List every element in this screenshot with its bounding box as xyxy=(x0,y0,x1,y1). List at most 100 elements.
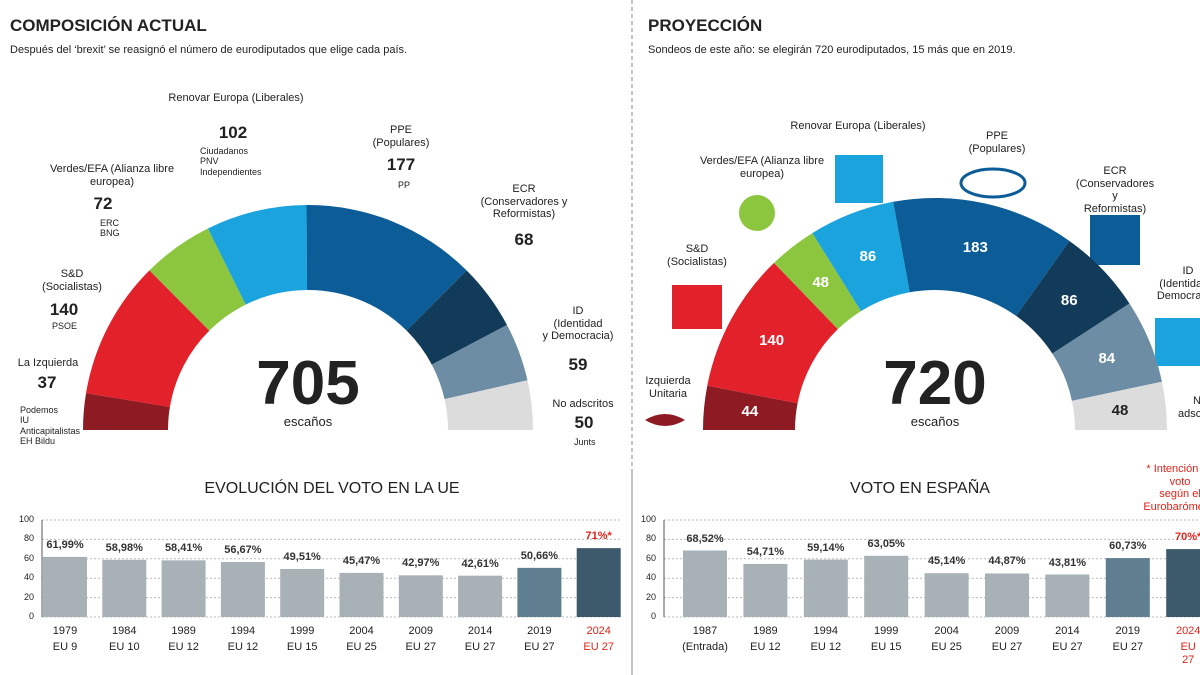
group-note: PP xyxy=(398,180,411,190)
logo xyxy=(645,414,685,426)
total-seats: 720 xyxy=(883,349,987,418)
seat-value: 72 xyxy=(93,194,113,213)
bar xyxy=(458,575,503,617)
x-tick-label: 1987 xyxy=(692,625,718,637)
value-label: 50,66% xyxy=(520,549,559,562)
group-note: Podemos IU Anticapitalistas EH Bildu xyxy=(20,405,81,447)
seat-arc xyxy=(893,198,1070,316)
seat-arc xyxy=(444,380,533,430)
x-tick-sublabel: EU 27 xyxy=(464,641,496,653)
group-name: La Izquierda xyxy=(17,357,79,369)
x-tick-label: 1999 xyxy=(289,625,315,637)
seat-arc xyxy=(1016,240,1130,354)
seat-value: 86 xyxy=(1060,292,1078,310)
group-name: ID (Identidad y Democracia) xyxy=(542,305,614,343)
x-tick-sublabel: EU 27 xyxy=(1112,641,1144,653)
group-name: ID (Identidad y Democracia) xyxy=(1156,265,1200,303)
group-name: No adscritos xyxy=(1177,395,1200,420)
panel-subtitle: Después del ‘brexit’ se reasignó el núme… xyxy=(10,44,408,56)
y-tick-label: 20 xyxy=(645,591,656,602)
seat-value: 50 xyxy=(574,413,594,432)
value-label: 58,41% xyxy=(164,542,203,555)
value-label: 42,61% xyxy=(461,557,499,570)
x-tick-sublabel: EU 12 xyxy=(227,641,259,653)
group-name: S&D (Socialistas) xyxy=(42,268,102,293)
x-tick-sublabel: EU 27 xyxy=(991,641,1023,653)
value-label: 45,14% xyxy=(927,555,966,568)
x-tick-label: 2009 xyxy=(994,625,1020,637)
chart-title: EVOLUCIÓN DEL VOTO EN LA UE xyxy=(204,480,460,497)
group-note: ERC BNG xyxy=(100,218,120,239)
seat-arc xyxy=(812,201,910,312)
x-tick-label: 1989 xyxy=(171,625,196,637)
bar xyxy=(161,560,206,617)
logo xyxy=(739,195,775,231)
x-tick-sublabel: EU 27 xyxy=(524,641,555,653)
x-tick-sublabel: EU 15 xyxy=(870,641,902,653)
x-tick-sublabel: EU 25 xyxy=(346,641,377,653)
x-tick-label: 1999 xyxy=(873,625,899,637)
seat-arc xyxy=(703,385,798,430)
total-seats: 705 xyxy=(256,349,360,418)
bar xyxy=(924,573,969,617)
value-label: 49,51% xyxy=(283,550,321,563)
group-name: ECR (Conservadores y Reformistas) xyxy=(1075,165,1155,215)
x-tick-sublabel: (Entrada) xyxy=(682,641,728,653)
y-tick-label: 80 xyxy=(645,533,656,544)
value-label: 58,98% xyxy=(105,541,143,554)
x-tick-label: 2024 xyxy=(586,625,611,637)
seat-arc xyxy=(1071,381,1167,430)
x-tick-sublabel: EU 12 xyxy=(750,641,781,653)
x-tick-label: 1984 xyxy=(112,625,137,637)
seat-arc xyxy=(86,270,210,408)
seat-value: 68 xyxy=(514,230,534,249)
x-tick-label: 1979 xyxy=(52,625,78,637)
seat-value: 59 xyxy=(568,355,588,374)
x-tick-sublabel: EU 12 xyxy=(168,641,199,653)
panel-title: PROYECCIÓN xyxy=(648,16,763,35)
seat-value: 84 xyxy=(1098,349,1116,367)
value-label: 43,81% xyxy=(1048,556,1087,569)
x-tick-sublabel: EU 27 xyxy=(405,641,437,653)
x-tick-label: 2024 xyxy=(1175,625,1200,637)
value-label: 60,73% xyxy=(1109,540,1147,553)
value-label: 63,05% xyxy=(867,537,905,550)
seat-value: 48 xyxy=(1111,401,1129,419)
logo xyxy=(959,167,1027,199)
x-tick-label: 2009 xyxy=(408,625,434,637)
value-label: 45,47% xyxy=(342,554,381,567)
logo xyxy=(672,285,722,329)
seat-arc xyxy=(774,233,861,330)
seat-value: 48 xyxy=(812,274,830,292)
panel-title: COMPOSICIÓN ACTUAL xyxy=(10,16,207,35)
bar xyxy=(102,559,147,617)
x-tick-sublabel: EU 27 xyxy=(583,641,614,653)
group-name: ECR (Conservadores y Reformistas) xyxy=(480,183,568,221)
x-tick-sublabel: EU 9 xyxy=(52,641,78,653)
seat-value: 86 xyxy=(859,247,877,265)
bar xyxy=(398,575,443,617)
group-name: S&D (Socialistas) xyxy=(667,243,727,268)
seat-value: 102 xyxy=(218,123,248,142)
value-label: 68,52% xyxy=(686,532,724,545)
value-label: 54,71% xyxy=(746,545,785,558)
value-label: 70%* xyxy=(1175,531,1200,544)
panel-subtitle: Sondeos de este año: se elegirán 720 eur… xyxy=(648,44,1016,56)
seat-arc xyxy=(149,228,246,331)
seat-value: 177 xyxy=(386,155,416,174)
bar xyxy=(43,556,87,617)
y-tick-label: 80 xyxy=(23,533,34,544)
x-tick-label: 2004 xyxy=(934,625,959,637)
seat-value: 44 xyxy=(741,403,759,421)
bar xyxy=(743,563,788,617)
x-tick-sublabel: EU 25 xyxy=(931,641,962,653)
seat-arc xyxy=(1052,303,1162,401)
value-label: 42,97% xyxy=(402,557,440,570)
bar xyxy=(339,572,384,617)
seat-value: 37 xyxy=(37,373,57,392)
x-tick-label: 2019 xyxy=(527,625,552,637)
group-note: Junts xyxy=(574,437,596,447)
bar xyxy=(1105,558,1150,617)
